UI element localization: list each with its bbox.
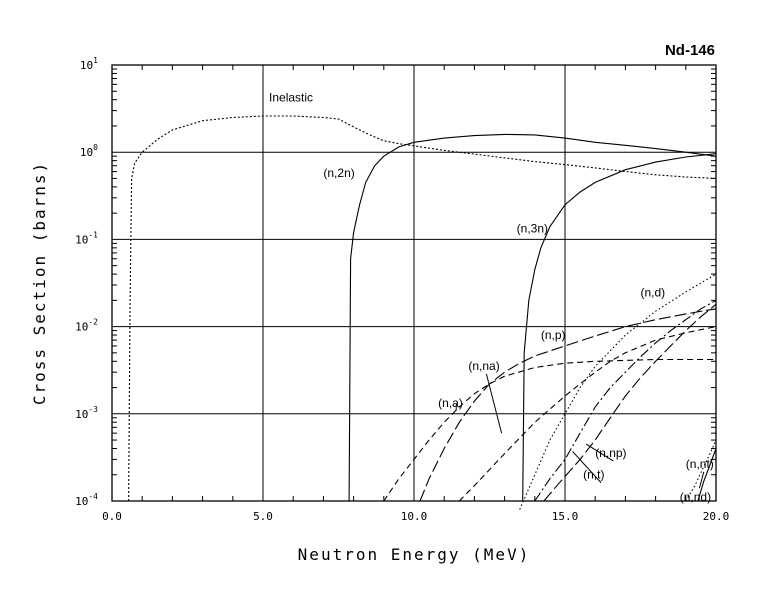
y-axis-label: Cross Section (barns) — [30, 161, 49, 405]
series-group — [128, 115, 717, 510]
series-line-n-t — [543, 303, 717, 502]
series-line-n-a — [383, 358, 716, 502]
x-tick-label: 15.0 — [552, 510, 579, 523]
x-tick-label: 10.0 — [401, 510, 428, 523]
series-label: (n,2n) — [323, 166, 354, 180]
series-line-n-nd — [697, 448, 717, 502]
series-label: (n,nd) — [680, 490, 711, 504]
series-line-n-d — [519, 273, 717, 510]
series-label: (n,nt) — [686, 457, 714, 471]
series-label: (n,np) — [595, 446, 626, 460]
label-leader-line — [585, 443, 614, 462]
series-label: (n,p) — [541, 328, 566, 342]
series-label: (n,d) — [641, 286, 666, 300]
y-tick-label: 10-1 — [75, 230, 98, 246]
label-leader-line — [698, 471, 705, 489]
series-label: Inelastic — [269, 91, 313, 105]
y-tick-label: 10-2 — [75, 318, 98, 334]
series-line-n-3n — [522, 153, 717, 502]
y-tick-label: 10-4 — [75, 492, 98, 508]
x-tick-label: 20.0 — [703, 510, 730, 523]
x-axis-label: Neutron Energy (MeV) — [298, 545, 531, 564]
series-label: (n,na) — [468, 359, 499, 373]
series-line-n-2n — [348, 133, 717, 502]
series-line-n-np — [534, 299, 717, 502]
x-tick-label: 5.0 — [253, 510, 273, 523]
series-label: (n,a) — [438, 396, 463, 410]
y-tick-label: 101 — [80, 56, 98, 72]
label-leader-line — [572, 451, 602, 484]
label-leader-line — [485, 373, 503, 434]
series-line-inelastic — [128, 115, 717, 502]
series-line-n-p — [419, 308, 717, 502]
series-label: (n,3n) — [517, 221, 548, 235]
chart-title: Nd-146 — [665, 42, 715, 59]
x-tick-label: 0.0 — [102, 510, 122, 523]
y-tick-label: 10-3 — [75, 405, 98, 421]
annotations: Inelastic (n,2n) (n,3n) (n,d) (n,p) (n,na) (n,… — [269, 91, 714, 504]
ticks: 0.0 5.0 10.0 15.0 20.0 10-4 10-3 10-2 10-1 100 101 — [75, 56, 729, 523]
y-tick-label: 100 — [80, 143, 98, 159]
